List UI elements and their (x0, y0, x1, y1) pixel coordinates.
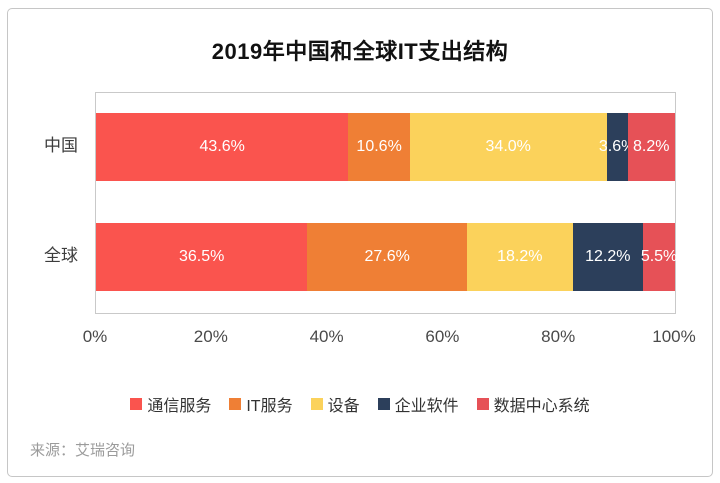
plot-area: 43.6% 10.6% 34.0% 3.6% 8.2% 36.5% 27.6% 18.2% 12… (95, 92, 678, 314)
x-axis-tick: 0% (82, 327, 108, 346)
segment-value-label: 5.5% (640, 248, 678, 265)
bar-segment: 5.5% (640, 223, 678, 291)
legend: 通信服务 IT服务 设备 企业软件 数据中心系统 (8, 392, 712, 416)
segment-value-label: 3.6% (598, 138, 636, 155)
chart-card: 2019年中国和全球IT支出结构 中国全球 43.6% 10.6% 34.0% 3.6… (7, 8, 713, 477)
bar-segment: 3.6% (599, 113, 635, 181)
bar-segment: 43.6% (96, 113, 349, 181)
bar-segment: 8.2% (627, 113, 675, 181)
bar-row: 43.6% 10.6% 34.0% 3.6% 8.2% (96, 113, 675, 181)
bar-segment: 34.0% (409, 113, 607, 181)
category-label: 全球 (44, 246, 78, 265)
segment-value-label: 43.6% (199, 138, 245, 155)
x-axis-tick: 20% (193, 327, 228, 346)
source-note: 来源：艾瑞咨询 (30, 442, 136, 459)
legend-label: IT服务 (246, 398, 293, 415)
legend-item: 通信服务 (130, 392, 211, 416)
bar-row: 36.5% 27.6% 18.2% 12.2% 5.5% (96, 223, 678, 291)
x-axis-tick: 100% (652, 327, 696, 346)
legend-item: 数据中心系统 (476, 392, 590, 416)
bar-segment: 10.6% (348, 113, 410, 181)
x-axis-tick: 60% (425, 327, 460, 346)
bar-segment: 27.6% (307, 223, 468, 291)
legend-label: 企业软件 (394, 398, 459, 415)
category-label: 中国 (44, 136, 78, 155)
segment-value-label: 18.2% (497, 248, 543, 265)
legend-item: 设备 (310, 392, 360, 416)
bar-segment: 12.2% (572, 223, 644, 291)
x-axis: 0% 20% 40% 60% 80% 100% (83, 327, 696, 349)
segment-value-label: 8.2% (633, 138, 670, 155)
legend-swatch-icon (229, 398, 242, 410)
segment-value-label: 12.2% (585, 248, 631, 265)
legend-swatch-icon (130, 398, 143, 410)
x-axis-tick: 40% (309, 327, 344, 346)
segment-value-label: 10.6% (356, 138, 402, 155)
legend-item: 企业软件 (377, 392, 459, 416)
segment-value-label: 34.0% (485, 138, 531, 155)
legend-swatch-icon (310, 398, 323, 410)
legend-item: IT服务 (229, 392, 293, 416)
segment-value-label: 36.5% (178, 248, 225, 265)
legend-label: 通信服务 (147, 398, 212, 415)
legend-label: 数据中心系统 (493, 398, 590, 415)
bar-segment: 18.2% (467, 223, 573, 291)
legend-swatch-icon (377, 398, 390, 410)
legend-label: 设备 (327, 398, 360, 415)
bar-segment: 36.5% (96, 223, 308, 291)
x-axis-tick: 80% (541, 327, 576, 346)
segment-value-label: 27.6% (364, 248, 410, 265)
legend-swatch-icon (476, 398, 489, 410)
chart-title: 2019年中国和全球IT支出结构 (211, 39, 509, 64)
